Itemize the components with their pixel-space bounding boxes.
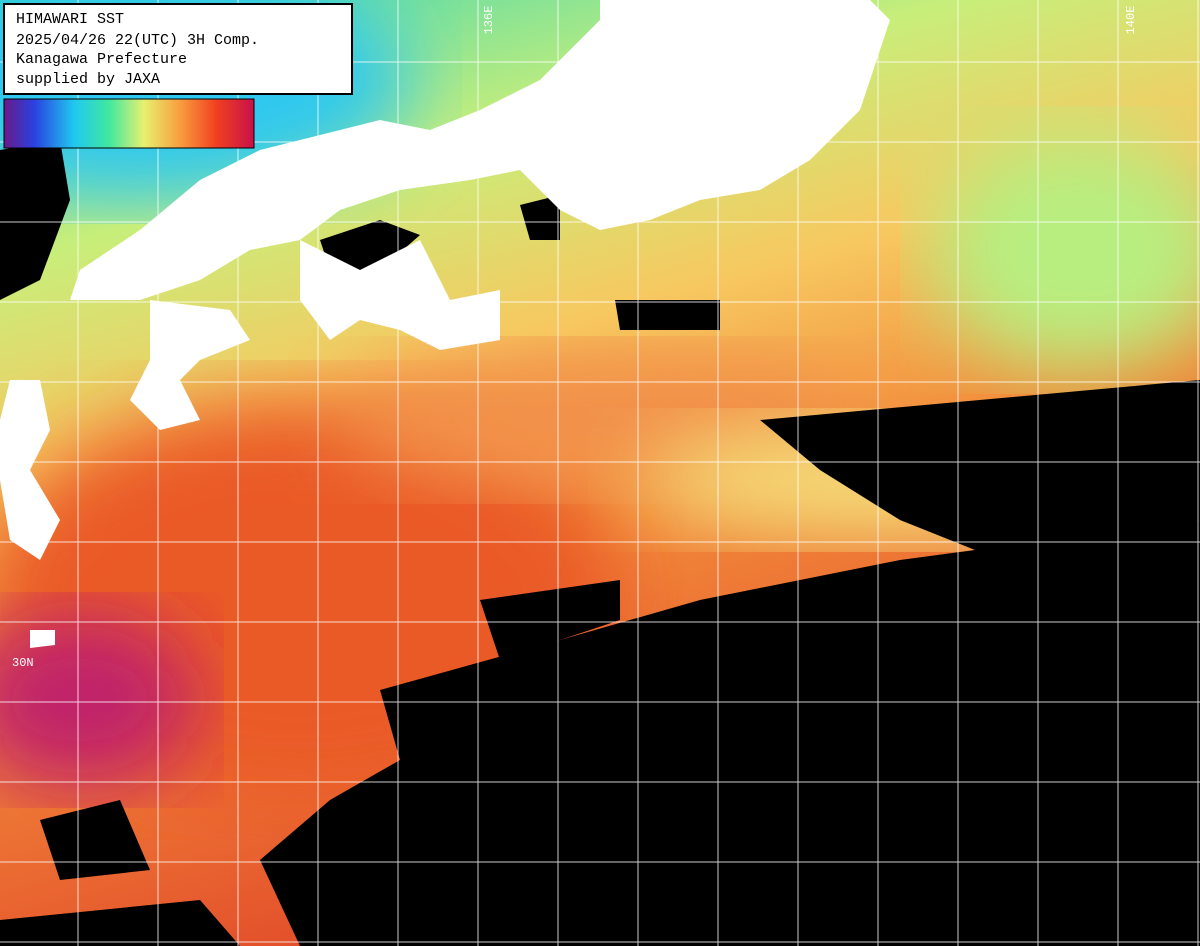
header-line: supplied by JAXA <box>16 71 160 88</box>
header-line: HIMAWARI SST <box>16 11 124 28</box>
header-box: HIMAWARI SST 2025/04/26 22(UTC) 3H Comp.… <box>3 3 353 95</box>
header-line: Kanagawa Prefecture <box>16 51 187 68</box>
header-line: 2025/04/26 22(UTC) 3H Comp. <box>16 32 259 49</box>
land <box>0 0 890 648</box>
colorbar <box>3 98 255 149</box>
cloud-mask <box>0 140 1200 946</box>
lon-label: 136E <box>482 6 496 35</box>
lat-label: 30N <box>12 656 34 670</box>
lon-label: 140E <box>1124 6 1138 35</box>
